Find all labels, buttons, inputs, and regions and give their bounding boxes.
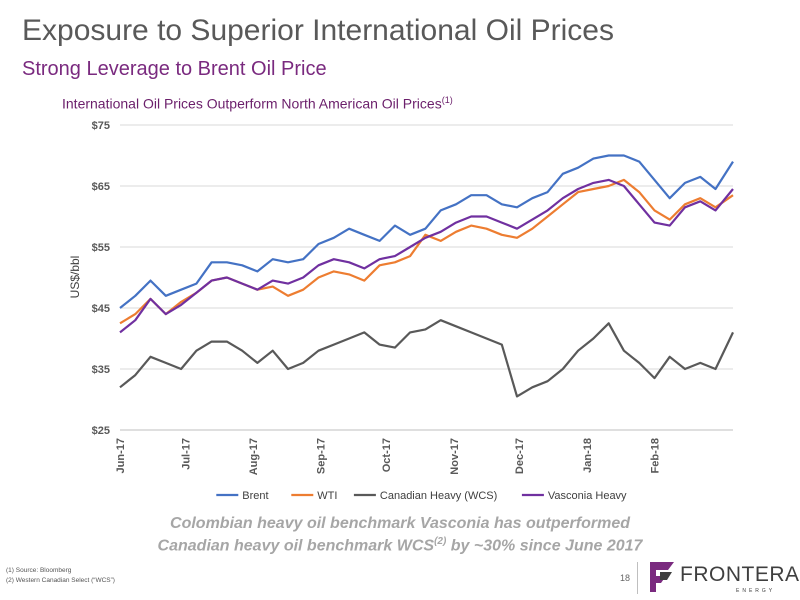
tagline-line-1: Colombian heavy oil benchmark Vasconia h… [170,515,630,532]
y-tick-label: $65 [92,181,110,193]
y-tick-label: $55 [92,242,110,254]
series-line-vasconia-heavy [119,178,734,334]
frontera-logo-icon [650,562,674,592]
slide-subtitle: Strong Leverage to Brent Oil Price [22,58,327,80]
oil-price-line-chart: $25 $35 $45 $55 $65 $75 Jun-17 Jul-17 Aug-17 Sep-… [68,120,734,502]
tagline-line-2: Canadian heavy oil benchmark WCS(2) by ~… [0,536,800,555]
chart-title: International Oil Prices Outperform Nort… [62,95,453,112]
series-line-brent [119,154,734,309]
y-tick-label: $25 [92,425,110,437]
chart-title-text: International Oil Prices Outperform Nort… [62,95,442,112]
tagline-footnote-ref: (2) [434,536,447,547]
x-tick-label: Aug-17 [248,438,260,475]
x-tick-label: Jan-18 [582,438,594,473]
series-line-wti [119,178,734,325]
slide-title: Exposure to Superior International Oil P… [22,14,614,47]
x-tick-label: Oct-17 [381,438,393,472]
chart-title-footnote-ref: (1) [441,95,453,105]
x-tick-label: Nov-17 [449,438,461,475]
x-tick-label: Jun-17 [115,438,127,473]
logo-divider [637,562,638,594]
y-tick-label: $75 [92,120,110,132]
logo-wordmark: FRONTERA [680,563,800,586]
footnotes: (1) Source: Bloomberg (2) Western Canadi… [6,566,115,586]
x-tick-label: Dec-17 [514,438,526,474]
y-tick-label: $35 [92,364,110,376]
footnote-source: (1) Source: Bloomberg [6,567,72,574]
legend-label: Canadian Heavy (WCS) [380,490,497,502]
legend-label: WTI [317,490,337,502]
tagline-line-2-post: by ~30% since June 2017 [446,537,643,555]
series-line-canadian-heavy-wcs [119,319,734,398]
y-axis-label: US$/bbl [68,256,82,299]
footnote-wcs: (2) Western Canadian Select (“WCS”) [6,577,115,584]
legend-label: Vasconia Heavy [548,490,627,502]
x-tick-label: Feb-18 [649,438,661,473]
tagline-line-2-pre: Canadian heavy oil benchmark WCS [157,537,435,555]
x-tick-label: Sep-17 [316,438,328,474]
legend-label: Brent [242,490,268,502]
x-tick-label: Jul-17 [180,438,192,470]
page-number: 18 [620,573,631,583]
y-tick-label: $45 [92,303,110,315]
logo-subtext: ENERGY [736,588,776,594]
